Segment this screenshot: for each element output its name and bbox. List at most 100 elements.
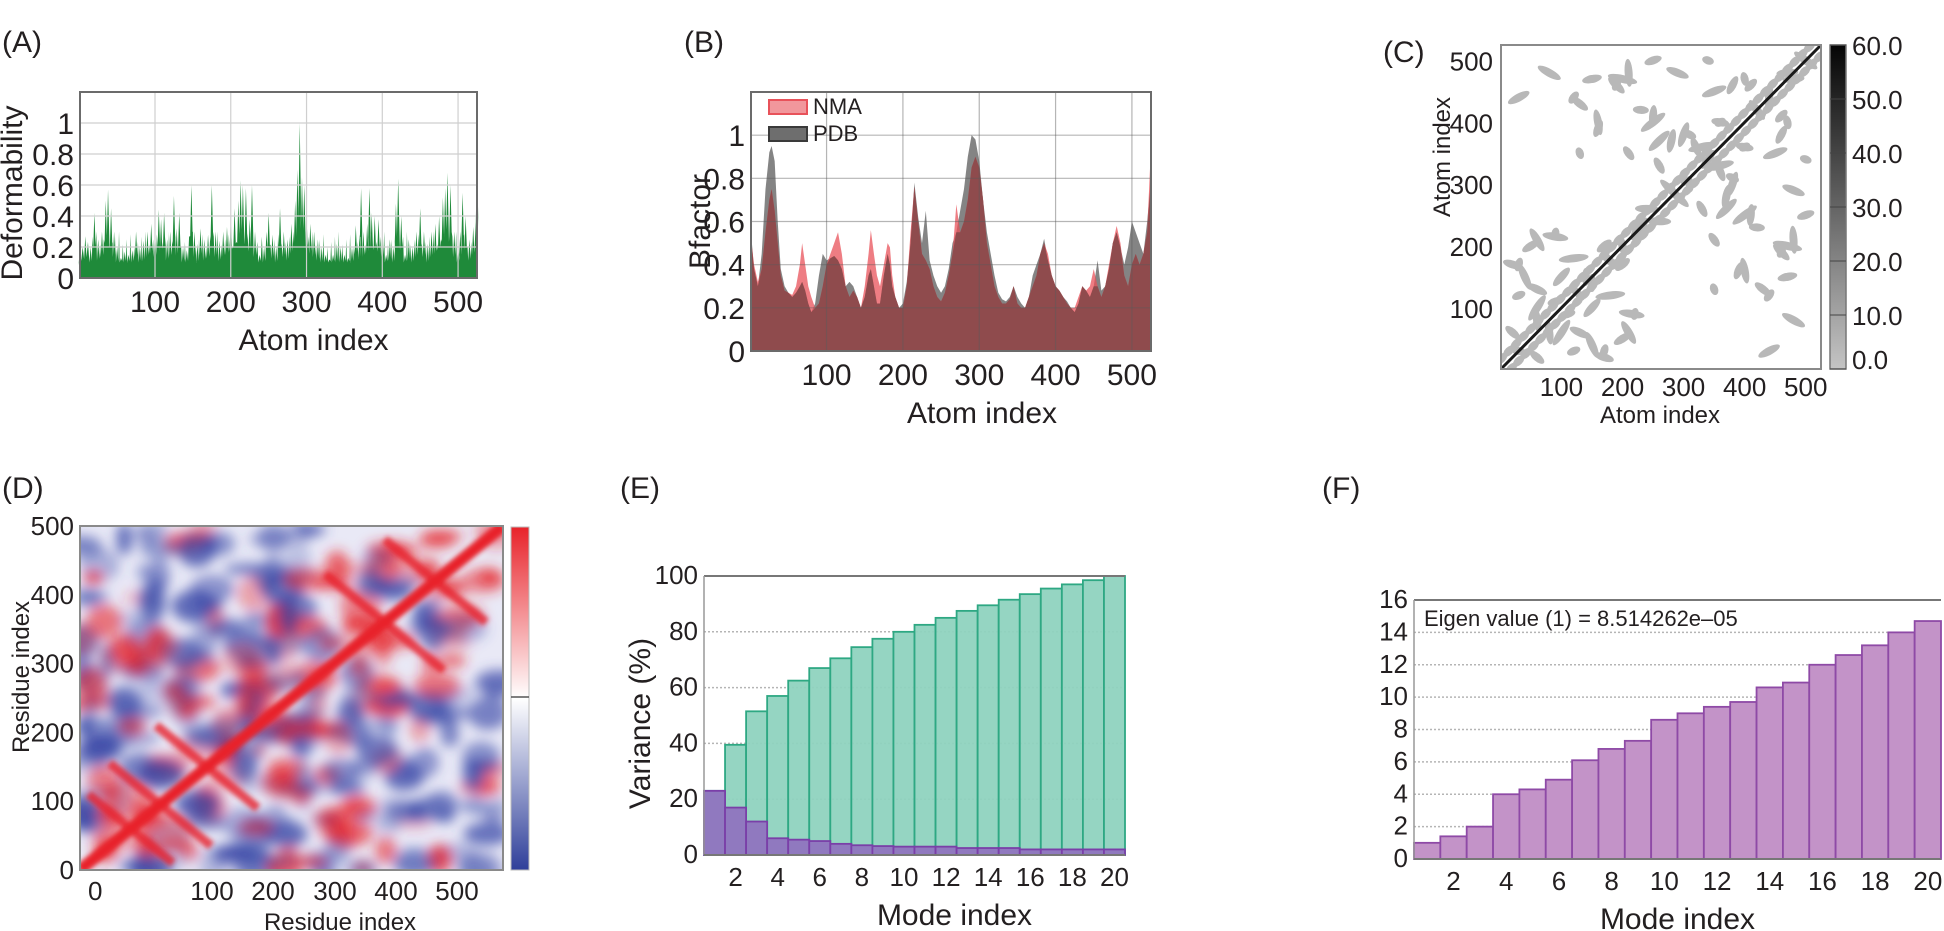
contact-patch — [1505, 325, 1520, 340]
y-axis-title: Atom index — [1429, 97, 1456, 217]
x-tick-label: 12 — [932, 862, 961, 892]
y-tick-label: 0 — [1394, 843, 1408, 873]
series-overlap — [751, 156, 1151, 351]
y-tick-label: 200 — [1450, 232, 1493, 262]
negative-correlation-patch — [376, 693, 407, 708]
negative-correlation-patch — [80, 538, 104, 559]
y-tick-label: 0 — [57, 263, 74, 296]
negative-correlation-patch — [279, 630, 307, 654]
positive-correlation-patch — [421, 529, 462, 544]
y-tick-label: 4 — [1394, 778, 1408, 808]
bar-e-cumulative — [892, 630, 916, 856]
x-tick-label: 500 — [1784, 372, 1827, 402]
bar-f-eigenvalue — [1755, 686, 1784, 860]
correlation-arm — [322, 570, 447, 674]
y-tick-label: 6 — [1394, 746, 1408, 776]
y-axis-title: Variance (%) — [624, 638, 657, 809]
bar-e-cumulative — [1103, 575, 1126, 856]
negative-correlation-patch — [203, 531, 235, 556]
contact-patch — [1621, 321, 1637, 344]
bar-f-eigenvalue — [1518, 788, 1547, 860]
x-tick-label: 6 — [1552, 866, 1566, 896]
bar-e-individual — [724, 806, 747, 856]
x-tick-label: 16 — [1808, 866, 1837, 896]
x-tick-label: 0 — [88, 876, 102, 906]
x-axis-title: Mode index — [1600, 903, 1755, 931]
negative-correlation-patch — [263, 634, 283, 666]
bar-e-individual — [850, 844, 874, 856]
y-tick-label: 16 — [1379, 584, 1408, 614]
x-tick-label: 14 — [1755, 866, 1784, 896]
negative-correlation-patch — [242, 611, 270, 629]
legend-swatch-nma — [768, 99, 808, 115]
colorbar-label: 20.0 — [1852, 247, 1903, 277]
positive-correlation-patch — [140, 631, 180, 663]
contact-patch — [1702, 56, 1714, 65]
positive-correlation-patch — [86, 604, 122, 639]
negative-correlation-patch — [224, 563, 272, 576]
x-tick-label: 500 — [1107, 359, 1157, 392]
x-tick-label: 12 — [1703, 866, 1732, 896]
contact-patch — [1666, 66, 1689, 79]
contact-patch — [1690, 137, 1702, 157]
y-tick-label: 200 — [31, 717, 74, 747]
bar-e-individual — [787, 838, 811, 856]
y-axis-title: Deformability — [0, 105, 29, 280]
correlation-patches — [80, 526, 503, 870]
correlation-arm — [85, 790, 176, 867]
bar-e-cumulative — [913, 623, 937, 856]
x-tick-label: 500 — [435, 876, 478, 906]
contact-patch — [1571, 96, 1589, 111]
x-tick-label: 200 — [206, 286, 256, 319]
contact-patch — [1754, 282, 1772, 297]
negative-correlation-patch — [222, 680, 257, 695]
negative-correlation-patch — [326, 781, 367, 796]
y-tick-label: 0.6 — [703, 207, 745, 240]
x-tick-label: 18 — [1861, 866, 1890, 896]
negative-correlation-patch — [356, 568, 385, 598]
y-tick-label: 20 — [669, 783, 698, 813]
contact-patch — [1632, 105, 1649, 114]
y-tick-label: 0.2 — [32, 232, 74, 265]
positive-correlation-patch — [283, 568, 331, 591]
negative-correlation-patch — [374, 795, 416, 826]
correlation-arm — [381, 536, 489, 626]
x-axis-title: Atom index — [238, 324, 388, 357]
y-tick-label: 0.6 — [32, 170, 74, 203]
legend-label-nma: NMA — [813, 94, 862, 119]
chart-a-deformability: 00.20.40.60.81 100 200 300 400 500 Atom index D… — [0, 91, 483, 357]
y-tick-label: 0.2 — [703, 293, 745, 326]
contact-patch — [1781, 312, 1806, 328]
contact-patch — [1503, 259, 1523, 270]
negative-correlation-patch — [461, 795, 489, 815]
negative-correlation-patch — [482, 680, 503, 703]
colorbar-label: 50.0 — [1852, 85, 1903, 115]
negative-correlation-patch — [80, 714, 94, 738]
contact-patch — [1552, 267, 1571, 287]
x-tick-label: 200 — [1601, 372, 1644, 402]
bar-e-cumulative — [1018, 593, 1042, 856]
contact-patch — [1595, 291, 1626, 300]
x-tick-label: 200 — [878, 359, 928, 392]
y-tick-label: 0.8 — [703, 163, 745, 196]
negative-correlation-patch — [118, 859, 156, 870]
contact-patch — [1775, 125, 1788, 144]
legend-swatch-pdb — [768, 126, 808, 142]
negative-correlation-patch — [147, 558, 171, 593]
contact-patch — [1709, 283, 1719, 296]
contact-patch — [1772, 240, 1803, 252]
x-tick-label: 14 — [974, 862, 1003, 892]
panel-label-d: (D) — [2, 472, 44, 505]
contact-patch — [1622, 146, 1635, 161]
bar-f-eigenvalue — [1702, 705, 1732, 860]
contact-patch — [1782, 184, 1805, 197]
bar-f-eigenvalue — [1439, 835, 1468, 860]
negative-correlation-patch — [439, 614, 488, 643]
y-tick-label: 80 — [669, 616, 698, 646]
positive-correlation-patch — [109, 633, 142, 665]
contact-patch — [1585, 331, 1599, 358]
plot-frame — [79, 525, 504, 871]
bar-e-individual — [766, 837, 790, 856]
negative-correlation-patch — [344, 860, 379, 870]
bar-e-cumulative — [955, 609, 979, 856]
